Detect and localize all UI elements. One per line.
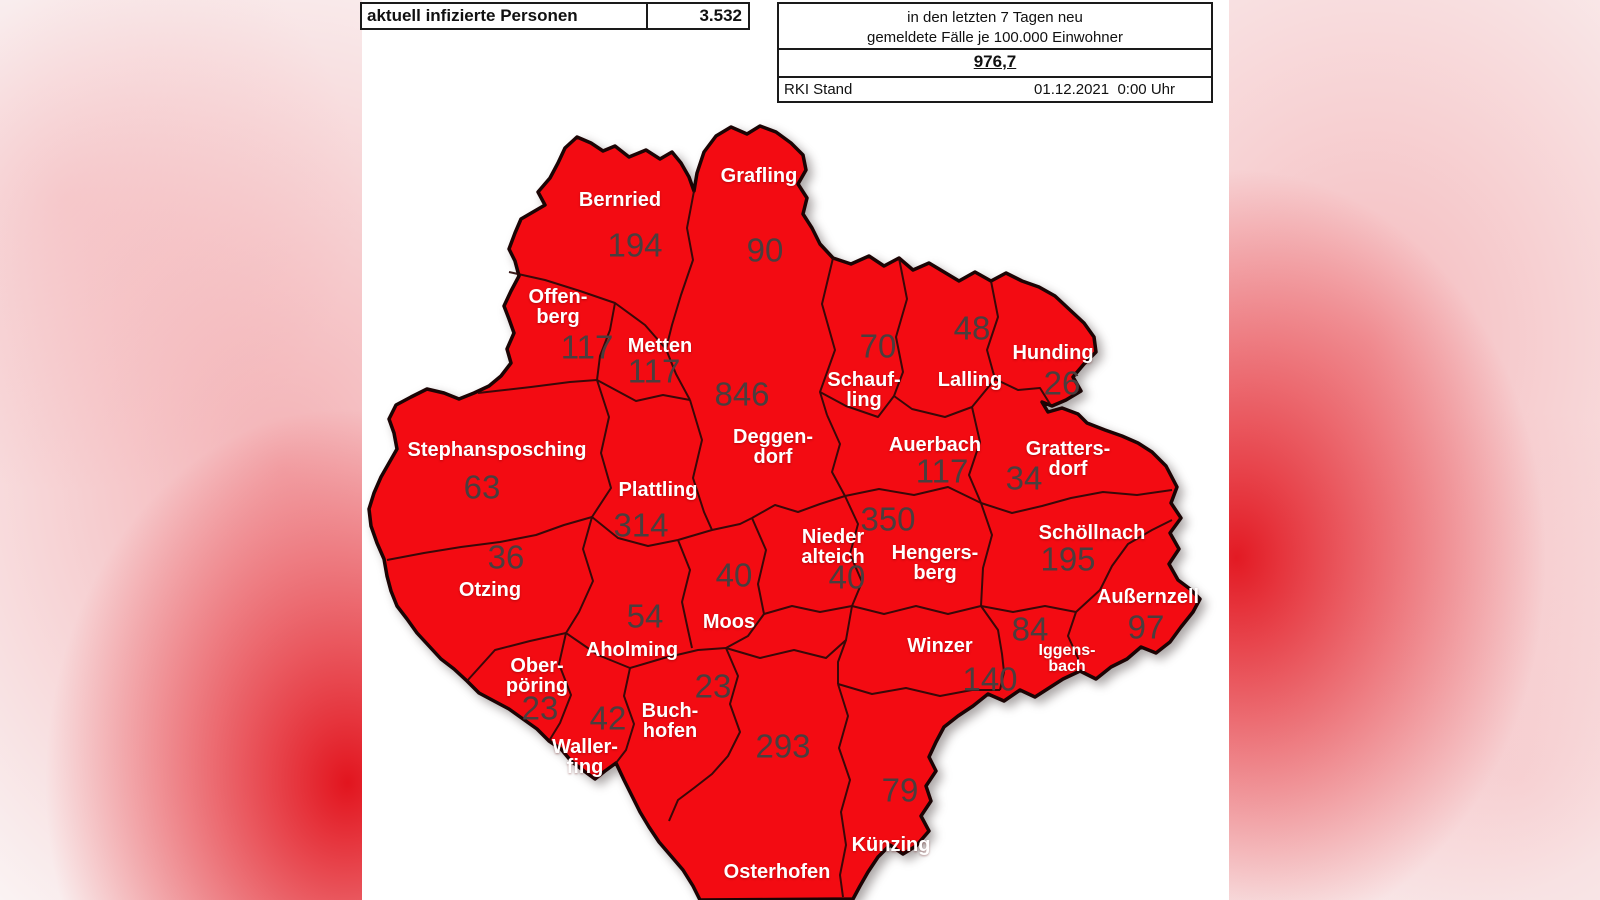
municipality-name-schoellnach: Schöllnach: [1038, 522, 1146, 544]
municipality-name-metten: Metten: [627, 335, 693, 357]
municipality-name-stephansposching: Stephansposching: [407, 439, 587, 461]
municipality-name-wallerfing: Waller-fing: [552, 736, 618, 778]
municipality-value-hunding: 26: [1043, 364, 1081, 402]
municipality-name-moos: Moos: [702, 611, 756, 633]
municipality-name-aholming: Aholming: [585, 639, 679, 661]
municipality-name-schaufling: Schauf-ling: [827, 369, 901, 411]
municipality-value-plattling: 314: [613, 506, 669, 544]
blurred-background-left: [0, 0, 362, 900]
municipality-name-auerbach: Auerbach: [888, 434, 982, 456]
incidence-table: in den letzten 7 Tagen neu gemeldete Fäl…: [777, 2, 1213, 103]
municipality-value-aussernzell: 97: [1127, 608, 1165, 646]
municipal-borders: [386, 190, 1173, 898]
rki-row: RKI Stand 01.12.2021 0:00 Uhr: [779, 78, 1211, 101]
rki-source-label: RKI Stand: [784, 81, 853, 98]
municipality-value-oberpoering: 23: [521, 689, 559, 727]
municipality-value-grafling: 90: [746, 231, 784, 269]
incidence-value: 976,7: [973, 52, 1017, 71]
municipality-name-deggendorf: Deggen-dorf: [733, 426, 813, 468]
municipality-value-stephansposching: 63: [463, 468, 501, 506]
municipality-value-metten: 117: [627, 352, 681, 390]
municipality-name-winzer: Winzer: [907, 635, 973, 657]
municipality-value-aholming: 54: [626, 597, 664, 635]
municipality-value-osterhofen: 293: [755, 727, 811, 765]
municipality-value-kuenzing: 79: [881, 771, 919, 809]
municipality-name-hunding: Hunding: [1012, 342, 1094, 364]
blurred-background-right: [1229, 0, 1600, 900]
municipality-name-oberpoering: Ober-pöring: [505, 655, 569, 697]
municipality-value-niederalteich: 40: [828, 558, 866, 596]
municipality-value-buchhofen: 23: [694, 667, 732, 705]
municipality-value-schoellnach: 195: [1040, 540, 1096, 578]
municipality-name-grafling: Grafling: [720, 165, 798, 187]
municipality-value-winzer: 140: [962, 660, 1018, 698]
municipality-value-auerbach: 117: [915, 452, 969, 490]
municipality-name-plattling: Plattling: [618, 479, 698, 501]
municipality-name-kuenzing: Künzing: [851, 834, 931, 856]
municipality-value-moos: 40: [715, 556, 753, 594]
municipality-value-bernried: 194: [607, 226, 663, 264]
municipality-name-niederalteich: Nieder alteich: [801, 526, 865, 568]
municipality-value-wallerfing: 42: [589, 699, 627, 737]
municipality-value-schaufling: 70: [859, 327, 897, 365]
municipality-value-grattersdorf: 34: [1005, 459, 1043, 497]
municipality-value-offenberg: 117: [560, 328, 614, 366]
rki-timestamp: 01.12.2021 0:00 Uhr: [1034, 81, 1175, 98]
municipality-value-hengersberg: 350: [860, 500, 916, 538]
incidence-description-line1: in den letzten 7 Tagen neu: [907, 9, 1083, 26]
municipality-value-lalling: 48: [953, 309, 991, 347]
municipality-name-offenberg: Offen-berg: [528, 286, 588, 328]
municipality-name-osterhofen: Osterhofen: [723, 861, 831, 883]
municipality-name-bernried: Bernried: [578, 189, 662, 211]
municipality-name-aussernzell: Außernzell: [1096, 586, 1200, 608]
district-outline: [367, 124, 1202, 900]
incidence-description: in den letzten 7 Tagen neu gemeldete Fäl…: [779, 4, 1211, 50]
incidence-description-line2: gemeldete Fälle je 100.000 Einwohner: [866, 29, 1123, 46]
municipality-value-iggensbach: 84: [1011, 610, 1049, 648]
municipality-name-otzing: Otzing: [458, 579, 522, 601]
municipality-name-iggensbach: Iggens-bach: [1038, 642, 1096, 675]
infected-table: aktuell infizierte Personen 3.532: [360, 2, 750, 30]
municipality-name-grattersdorf: Gratters-dorf: [1025, 438, 1111, 480]
incidence-value-row: 976,7: [779, 50, 1211, 78]
municipality-name-buchhofen: Buch-hofen: [641, 700, 699, 742]
municipality-name-lalling: Lalling: [937, 369, 1003, 391]
infected-label: aktuell infizierte Personen: [362, 4, 648, 28]
municipality-value-otzing: 36: [487, 538, 525, 576]
municipality-value-deggendorf: 846: [714, 375, 770, 413]
municipality-name-hengersberg: Hengers-berg: [891, 542, 979, 584]
infected-value: 3.532: [699, 6, 742, 25]
